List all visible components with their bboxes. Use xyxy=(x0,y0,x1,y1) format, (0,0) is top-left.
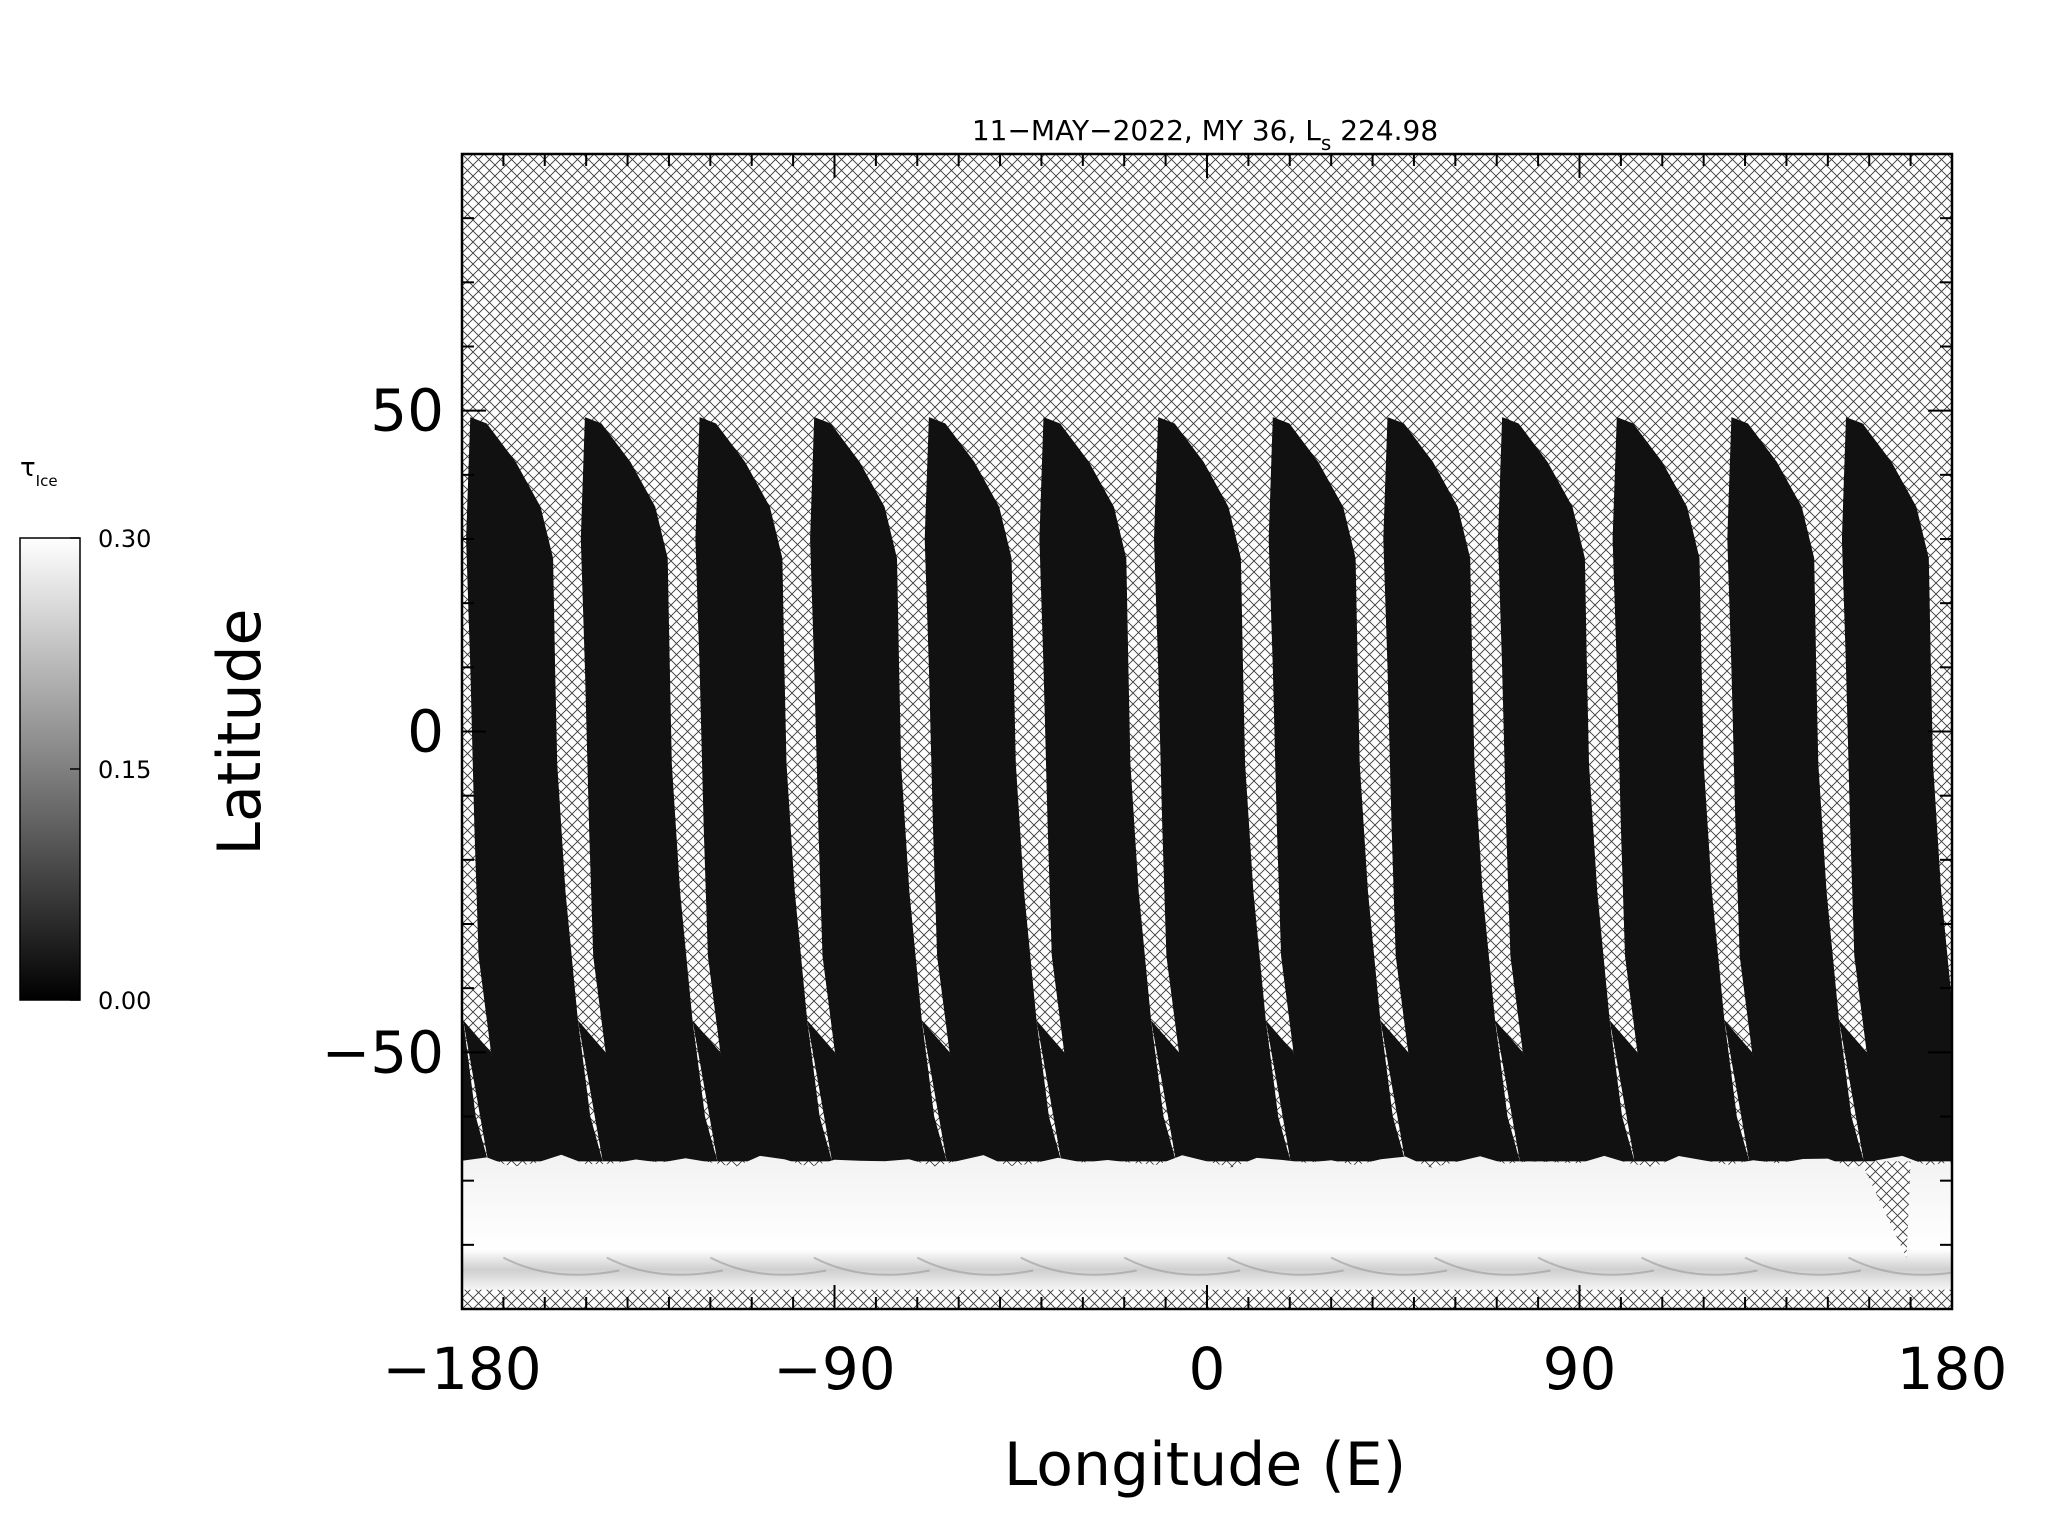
polar-streak-11 xyxy=(1537,1256,1655,1276)
y-tick-label-3: −50 xyxy=(322,1018,444,1086)
swath-gap-13 xyxy=(1839,1020,1896,1162)
swath-gap-7 xyxy=(1151,1020,1208,1162)
chart-title-value: 224.98 xyxy=(1331,114,1438,147)
swath-gap-5 xyxy=(921,1020,979,1162)
polar-band xyxy=(462,1154,1952,1290)
swath-gap-9 xyxy=(1380,1020,1438,1162)
swath-12 xyxy=(1612,417,1750,1162)
polar-streak-12 xyxy=(1641,1256,1758,1276)
observation-swaths xyxy=(462,417,2011,1162)
polar-streak-13 xyxy=(1744,1256,1862,1276)
chart-title-subscript: s xyxy=(1321,131,1331,155)
polar-streak-2 xyxy=(606,1256,723,1276)
x-tick-label-2: −90 xyxy=(773,1335,895,1403)
plot-area xyxy=(462,154,2011,1309)
y-axis-label: Latitude xyxy=(205,609,275,856)
polar-streak-5 xyxy=(916,1256,1034,1276)
y-tick-label-2: 0 xyxy=(407,698,444,766)
swath-8 xyxy=(1154,417,1291,1162)
swath-2 xyxy=(466,417,603,1162)
polar-streak-10 xyxy=(1434,1256,1551,1276)
x-axis-label: Longitude (E) xyxy=(1004,1430,1406,1500)
y-axis: 50 0 −50 xyxy=(322,153,1952,1310)
colorbar-ticks: 0.30 0.15 0.00 xyxy=(70,525,151,1015)
polar-streak-7 xyxy=(1123,1256,1241,1276)
colorbar-label-tau: τ xyxy=(20,453,36,483)
swath-9 xyxy=(1268,417,1406,1162)
swath-gap-14 xyxy=(1954,1020,2011,1161)
polar-streak-8 xyxy=(1227,1256,1344,1276)
swath-gap-6 xyxy=(1036,1020,1094,1162)
swath-5 xyxy=(810,417,947,1162)
polar-band-no-data xyxy=(1860,1161,1911,1258)
south-polar-cloud-band xyxy=(462,1154,1952,1290)
x-tick-label-5: 180 xyxy=(1897,1335,2008,1403)
swath-10 xyxy=(1383,417,1520,1162)
swath-gap-3 xyxy=(692,1020,750,1162)
polar-streak-3 xyxy=(709,1256,827,1276)
swath-6 xyxy=(924,417,1062,1162)
swath-gap-4 xyxy=(807,1020,864,1162)
chart-title-main: 11−MAY−2022, MY 36, L xyxy=(972,114,1321,147)
swath-gap-8 xyxy=(1265,1020,1323,1162)
swath-gap-10 xyxy=(1495,1020,1552,1162)
swath-4 xyxy=(695,417,832,1162)
colorbar-tick-label-3: 0.00 xyxy=(98,987,151,1015)
swath-gap-12 xyxy=(1724,1020,1782,1162)
swath-gap-2 xyxy=(577,1020,635,1162)
polar-streak-9 xyxy=(1330,1256,1448,1276)
polar-streak-14 xyxy=(1848,1256,1952,1276)
swath-1 xyxy=(462,1007,489,1162)
x-axis: −180 −90 0 90 180 xyxy=(382,154,2007,1403)
colorbar-label-subscript: Ice xyxy=(36,472,58,490)
x-tick-label-4: 90 xyxy=(1543,1335,1617,1403)
chart-title: 11−MAY−2022, MY 36, Ls 224.98 xyxy=(972,114,1438,155)
swath-7 xyxy=(1039,417,1176,1162)
swath-gap-11 xyxy=(1609,1020,1667,1162)
y-tick-label-1: 50 xyxy=(370,377,444,445)
x-tick-label-3: 0 xyxy=(1189,1335,1226,1403)
swath-3 xyxy=(580,417,718,1162)
polar-streak-1 xyxy=(502,1256,620,1276)
colorbar-tick-label-2: 0.15 xyxy=(98,756,151,784)
swath-11 xyxy=(1498,417,1635,1162)
swath-gap-1 xyxy=(463,1020,520,1162)
colorbar-label: τIce xyxy=(20,453,58,490)
colorbar: τIce 0.30 0.15 0.00 xyxy=(19,453,151,1015)
x-tick-label-1: −180 xyxy=(382,1335,541,1403)
swath-14 xyxy=(1841,417,1952,1162)
polar-streak-6 xyxy=(1020,1256,1137,1276)
colorbar-tick-label-1: 0.30 xyxy=(98,525,151,553)
swath-13 xyxy=(1727,417,1864,1162)
polar-streak-4 xyxy=(813,1256,930,1276)
